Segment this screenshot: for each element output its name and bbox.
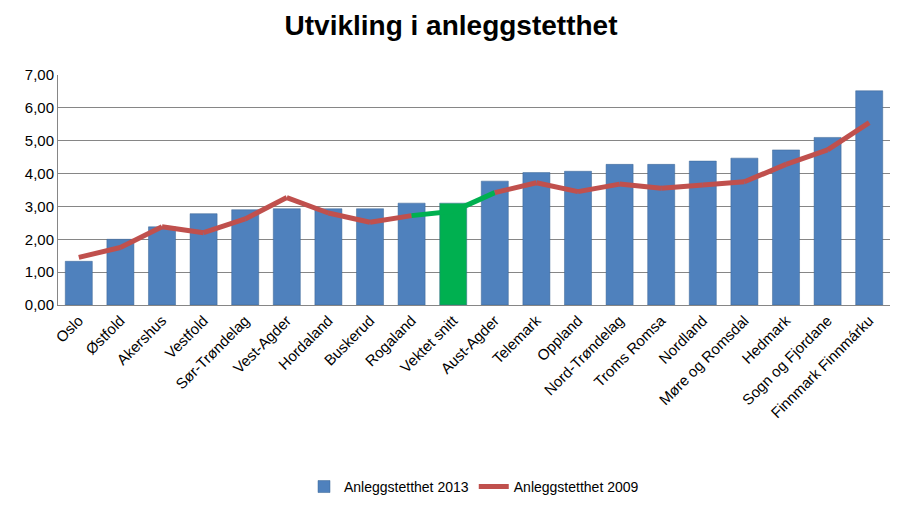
svg-text:Vestfold: Vestfold [161, 312, 211, 362]
svg-text:7,00: 7,00 [25, 66, 54, 83]
svg-text:0,00: 0,00 [25, 296, 54, 313]
svg-text:Vest-Agder: Vest-Agder [230, 312, 295, 377]
svg-text:Nord-Trøndelag: Nord-Trøndelag [541, 312, 627, 398]
svg-text:Sør-Trøndelag: Sør-Trøndelag [172, 312, 253, 393]
svg-text:Oslo: Oslo [52, 312, 86, 346]
svg-text:Utvikling i anleggstetthet: Utvikling i anleggstetthet [285, 10, 618, 41]
svg-text:Hordaland: Hordaland [275, 312, 336, 373]
svg-text:Nordland: Nordland [655, 312, 710, 367]
svg-text:Telemark: Telemark [489, 312, 544, 367]
svg-text:Østfold: Østfold [82, 312, 128, 358]
svg-text:Oppland: Oppland [533, 312, 585, 364]
svg-text:Vektet snitt: Vektet snitt [397, 311, 461, 375]
svg-text:3,00: 3,00 [25, 198, 54, 215]
svg-text:Møre og Romsdal: Møre og Romsdal [656, 312, 752, 408]
svg-text:Rogaland: Rogaland [362, 312, 419, 369]
svg-text:Hedmark: Hedmark [738, 312, 793, 367]
svg-text:Anleggstetthet 2009: Anleggstetthet 2009 [514, 479, 639, 495]
svg-text:1,00: 1,00 [25, 263, 54, 280]
svg-text:2,00: 2,00 [25, 231, 54, 248]
svg-text:Akershus: Akershus [113, 312, 169, 368]
svg-text:Anleggstetthet 2013: Anleggstetthet 2013 [344, 479, 469, 495]
svg-text:Sogn og Fjordane: Sogn og Fjordane [739, 312, 835, 408]
svg-text:4,00: 4,00 [25, 165, 54, 182]
svg-text:Finnmark Finnmárku: Finnmark Finnmárku [767, 312, 876, 421]
svg-text:6,00: 6,00 [25, 99, 54, 116]
svg-text:Troms Romsa: Troms Romsa [590, 311, 669, 390]
svg-text:Buskerud: Buskerud [321, 312, 378, 369]
svg-text:5,00: 5,00 [25, 132, 54, 149]
svg-text:Aust-Agder: Aust-Agder [437, 312, 502, 377]
